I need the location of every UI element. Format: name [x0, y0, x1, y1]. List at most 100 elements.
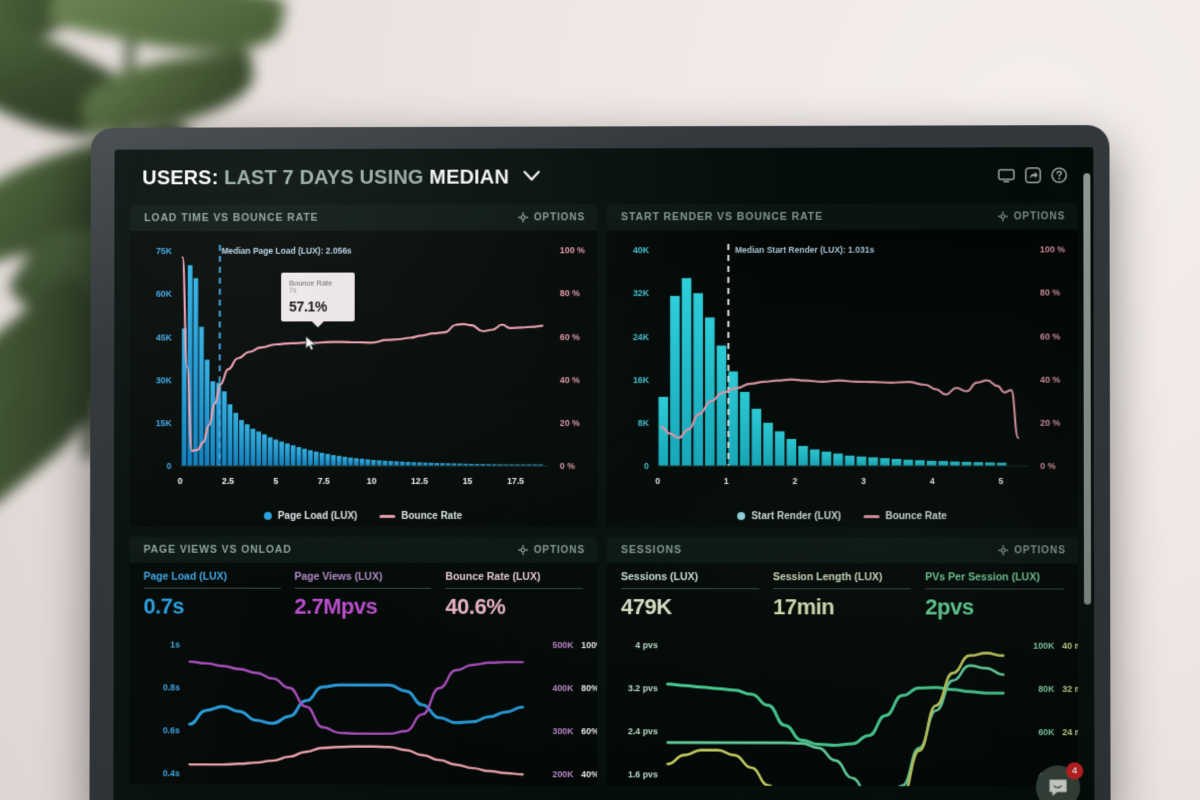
- svg-text:100 %: 100 %: [1040, 244, 1065, 254]
- kpi-value: 40.6%: [445, 593, 506, 619]
- kpi-rule: [925, 588, 1064, 590]
- tooltip-metric: Bounce Rate: [289, 278, 333, 288]
- panel-title: SESSIONS: [620, 544, 682, 557]
- page-title[interactable]: USERS: LAST 7 DAYS USING MEDIAN: [142, 164, 541, 190]
- legend-item: Page Load (LUX): [263, 510, 358, 522]
- legend-item: Bounce Rate: [379, 510, 462, 521]
- svg-text:0: 0: [644, 461, 649, 471]
- svg-text:5: 5: [273, 476, 278, 486]
- share-icon[interactable]: [1025, 167, 1041, 183]
- kpi-value: 17min: [772, 594, 835, 620]
- svg-text:300K: 300K: [552, 726, 574, 736]
- chat-bubble-icon: [1049, 779, 1067, 796]
- panel-grid: LOAD TIME VS BOUNCE RATE OPTIONS Median …: [123, 203, 1084, 787]
- kpi-value: 2pvs: [925, 594, 974, 620]
- legend-dot-icon: [737, 512, 746, 521]
- svg-text:75K: 75K: [156, 246, 173, 256]
- kpi-page-load[interactable]: Page Load (LUX) 0.7s: [143, 571, 281, 620]
- gear-icon: [998, 545, 1008, 555]
- svg-text:0: 0: [178, 476, 183, 486]
- legend-item: Start Render (LUX): [737, 511, 841, 522]
- vertical-scrollbar[interactable]: [1083, 173, 1092, 605]
- svg-text:16K: 16K: [633, 375, 650, 385]
- svg-text:1: 1: [724, 476, 729, 486]
- kpi-rule: [143, 587, 281, 589]
- svg-text:20 %: 20 %: [1040, 418, 1060, 428]
- kpi-row-sessions: Sessions (LUX) 479K Session Length (LUX)…: [607, 563, 1078, 621]
- options-button[interactable]: OPTIONS: [518, 212, 585, 223]
- options-label: OPTIONS: [1014, 544, 1066, 556]
- svg-text:32K: 32K: [633, 288, 650, 298]
- plant-leaf: [76, 48, 259, 136]
- title-metric: MEDIAN: [429, 166, 510, 189]
- kpi-page-views[interactable]: Page Views (LUX) 2.7Mpvs: [294, 571, 432, 620]
- svg-text:0 %: 0 %: [1040, 461, 1055, 471]
- svg-text:17.5: 17.5: [507, 476, 524, 486]
- svg-text:0: 0: [167, 461, 172, 471]
- kpi-session-length[interactable]: Session Length (LUX) 17min: [772, 571, 912, 620]
- chart-svg-start-render: 0 8K 16K 24K 32K 40K 0 % 20 % 40 % 60 % 80 % 100 %…: [633, 243, 1065, 486]
- chart-page-views[interactable]: 1s 0.8s 0.6s 0.4s 500K 400K 300K 200K 100% 80% 6…: [129, 620, 597, 786]
- options-button[interactable]: OPTIONS: [998, 545, 1066, 556]
- panel-title: PAGE VIEWS VS ONLOAD: [143, 543, 292, 556]
- svg-text:60 %: 60 %: [560, 332, 580, 342]
- chevron-down-icon[interactable]: [523, 164, 541, 187]
- svg-text:45K: 45K: [156, 332, 173, 342]
- svg-text:0: 0: [655, 476, 660, 486]
- laptop-screen: USERS: LAST 7 DAYS USING MEDIAN: [113, 147, 1095, 800]
- legend-label: Bounce Rate: [401, 510, 463, 522]
- kpi-sessions[interactable]: Sessions (LUX) 479K: [621, 571, 759, 620]
- svg-text:1.6 pvs: 1.6 pvs: [628, 769, 658, 779]
- svg-text:80K: 80K: [1038, 684, 1055, 694]
- svg-text:60%: 60%: [581, 726, 597, 736]
- svg-text:2.5: 2.5: [222, 476, 234, 486]
- tooltip-value: 57.1%: [289, 298, 328, 315]
- panel-page-views-vs-onload: PAGE VIEWS VS ONLOAD OPTIONS Page Load (…: [129, 536, 597, 786]
- legend-dot-icon: [263, 511, 272, 520]
- svg-text:100%: 100%: [581, 640, 597, 650]
- svg-text:40%: 40%: [581, 769, 597, 779]
- chat-widget-button[interactable]: 4: [1035, 762, 1084, 800]
- median-annotation-label: Median Page Load (LUX): 2.056s: [221, 245, 352, 256]
- monitor-icon[interactable]: [998, 168, 1015, 183]
- legend-item: Bounce Rate: [863, 511, 947, 522]
- median-annotation-label: Median Start Render (LUX): 1.031s: [735, 244, 875, 255]
- chart-load-time[interactable]: Median Page Load (LUX): 2.056s Bounce Ra…: [130, 230, 597, 505]
- svg-text:40K: 40K: [633, 245, 650, 255]
- legend-label: Page Load (LUX): [277, 510, 358, 522]
- chart-legend-load-time: Page Load (LUX) Bounce Rate: [130, 505, 597, 527]
- chart-start-render[interactable]: Median Start Render (LUX): 1.031s 0 8K 16K…: [607, 229, 1078, 505]
- svg-text:80 %: 80 %: [1040, 288, 1060, 298]
- options-button[interactable]: OPTIONS: [998, 210, 1066, 222]
- options-button[interactable]: OPTIONS: [517, 544, 585, 556]
- kpi-pvs-per-session[interactable]: PVs Per Session (LUX) 2pvs: [925, 571, 1064, 620]
- kpi-rule: [620, 588, 759, 590]
- kpi-label: PVs Per Session (LUX): [925, 571, 1040, 584]
- svg-text:100K: 100K: [1033, 641, 1055, 651]
- svg-text:7.5: 7.5: [318, 476, 330, 486]
- help-icon[interactable]: [1051, 167, 1067, 183]
- kpi-value: 0.7s: [143, 593, 185, 619]
- chat-badge: 4: [1066, 762, 1084, 780]
- dashboard-header: USERS: LAST 7 DAYS USING MEDIAN: [124, 147, 1083, 205]
- svg-text:20 %: 20 %: [560, 418, 580, 428]
- svg-text:24K: 24K: [633, 332, 650, 342]
- kpi-bounce-rate[interactable]: Bounce Rate (LUX) 40.6%: [445, 571, 583, 620]
- panel-title: START RENDER VS BOUNCE RATE: [621, 210, 824, 224]
- panel-load-time-vs-bounce-rate: LOAD TIME VS BOUNCE RATE OPTIONS Median …: [129, 204, 598, 528]
- svg-text:2.4 pvs: 2.4 pvs: [628, 726, 658, 736]
- svg-text:30K: 30K: [156, 375, 173, 385]
- gear-icon: [518, 212, 528, 223]
- dashboard: USERS: LAST 7 DAYS USING MEDIAN: [113, 147, 1095, 800]
- svg-text:3.2 pvs: 3.2 pvs: [628, 683, 658, 693]
- svg-text:80%: 80%: [581, 683, 597, 693]
- gear-icon: [998, 211, 1008, 221]
- svg-text:5: 5: [999, 476, 1004, 486]
- options-label: OPTIONS: [1013, 210, 1066, 222]
- svg-text:10: 10: [367, 476, 377, 486]
- svg-text:15: 15: [463, 476, 473, 486]
- kpi-label: Bounce Rate (LUX): [445, 570, 541, 583]
